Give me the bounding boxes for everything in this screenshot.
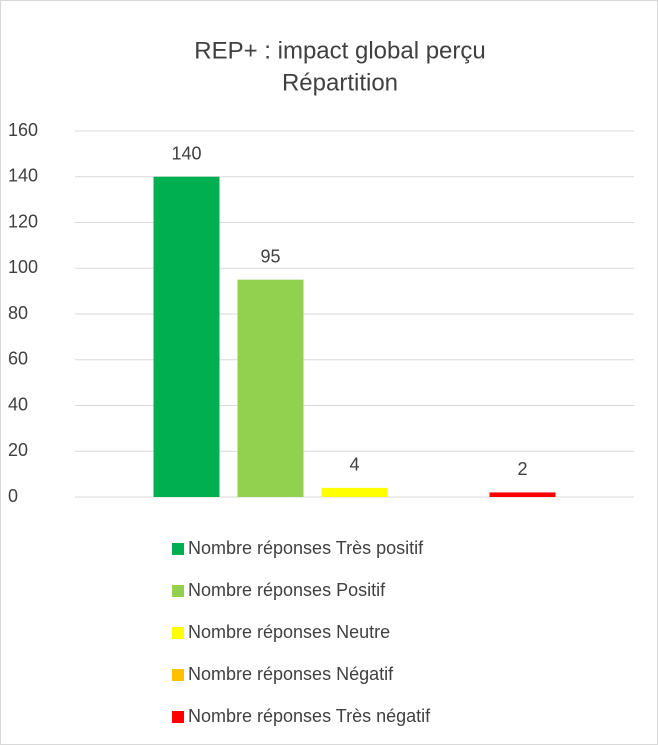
y-tick-label: 100 [8,257,38,277]
bar [321,487,388,497]
y-tick-label: 140 [8,166,38,186]
y-tick-label: 160 [8,120,38,140]
y-tick-label: 40 [8,394,28,414]
legend-label: Nombre réponses Neutre [188,622,390,642]
legend-label: Nombre réponses Très négatif [188,706,431,726]
bar [237,279,304,497]
legend-label: Nombre réponses Positif [188,580,386,600]
legend-swatch [172,669,184,681]
y-tick-label: 0 [8,486,18,506]
legend-label: Nombre réponses Négatif [188,664,394,684]
chart-title: REP+ : impact global perçu [194,37,485,64]
data-label: 4 [349,455,359,475]
bar [489,492,556,497]
y-tick-label: 120 [8,211,38,231]
legend-swatch [172,543,184,555]
y-tick-label: 60 [8,349,28,369]
legend-swatch [172,711,184,723]
data-label: 140 [171,144,201,164]
data-label: 95 [260,246,280,266]
legend-label: Nombre réponses Très positif [188,538,424,558]
data-label: 2 [517,459,527,479]
legend-swatch [172,627,184,639]
y-tick-label: 20 [8,440,28,460]
bar [153,176,220,497]
legend-swatch [172,585,184,597]
chart-title: Répartition [282,69,398,96]
y-tick-label: 80 [8,303,28,323]
